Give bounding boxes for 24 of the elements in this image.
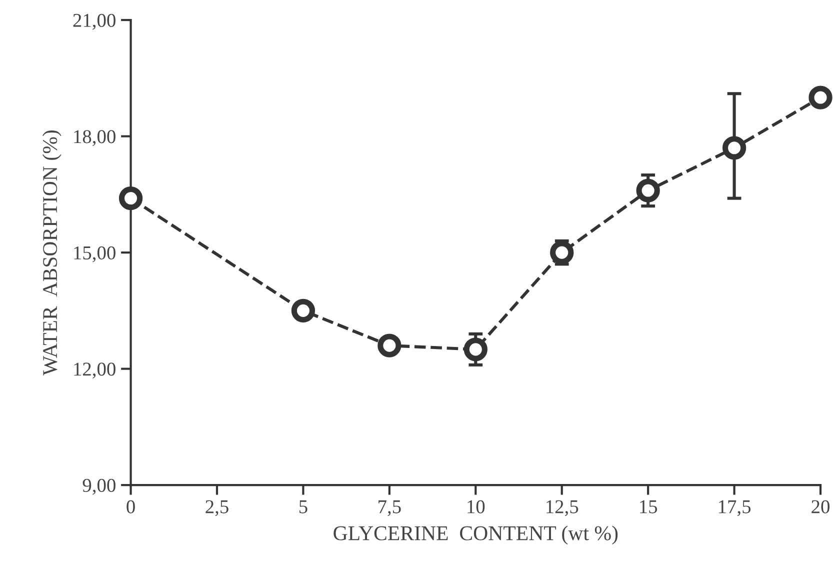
x-tick-label: 20: [812, 500, 830, 514]
point: [550, 240, 574, 264]
point: [378, 334, 402, 358]
x-tick-label: 0: [126, 500, 135, 514]
point: [118, 186, 143, 210]
y-axis-title: WATER ABSORPTION (%): [42, 130, 62, 376]
y-tick-label: 9,00: [82, 478, 116, 495]
y-tick-label: 12,00: [74, 362, 116, 379]
y-tick-label: 18,00: [74, 130, 116, 146]
y-tick-label: 21,00: [73, 14, 116, 30]
x-tick-label: 17,5: [718, 500, 751, 516]
point: [464, 338, 488, 362]
x-axis-title: GLYCERINE CONTENT (wt %): [334, 526, 618, 544]
point: [636, 178, 660, 202]
x-tick-label: 15: [640, 500, 658, 514]
point: [722, 136, 746, 160]
x-tick-label: 12,5: [546, 500, 578, 516]
x-tick-label: 10: [468, 500, 485, 514]
x-tick-label: 5: [299, 500, 308, 514]
y-tick-label: 15,00: [74, 246, 116, 262]
point: [808, 86, 832, 110]
point: [291, 298, 316, 323]
x-tick-label: 2,5: [206, 500, 228, 516]
x-tick-label: 7,5: [378, 500, 401, 516]
